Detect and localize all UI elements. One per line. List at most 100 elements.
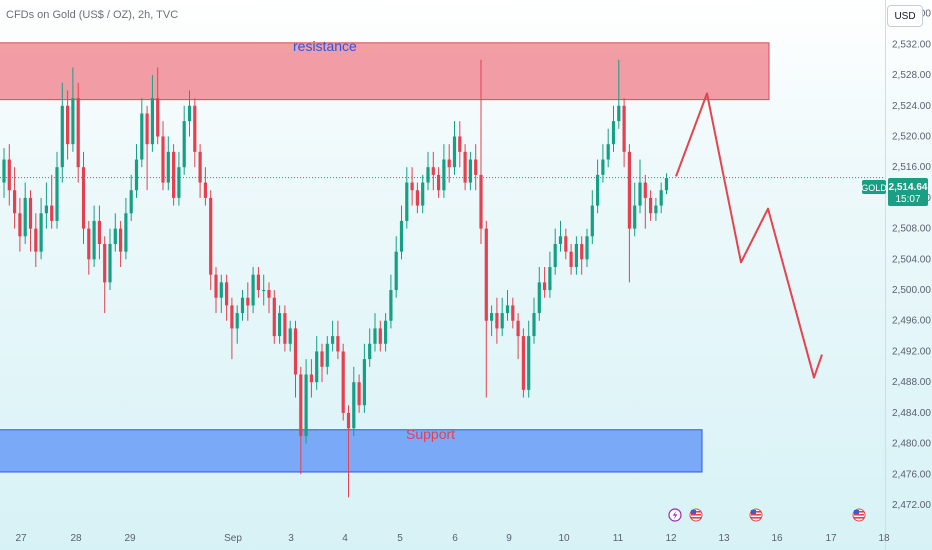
candle-body[interactable] — [580, 243, 584, 260]
candle-body[interactable] — [553, 243, 557, 267]
candle-body[interactable] — [399, 220, 404, 252]
candle-body[interactable] — [66, 105, 70, 145]
candle-body[interactable] — [627, 151, 631, 229]
candle-body[interactable] — [458, 136, 462, 152]
candle-body[interactable] — [235, 313, 239, 329]
candle-body[interactable] — [315, 351, 319, 383]
candle-body[interactable] — [187, 105, 192, 122]
candle-body[interactable] — [39, 213, 43, 252]
candle-body[interactable] — [474, 159, 478, 175]
candle-body[interactable] — [156, 98, 160, 137]
candle-body[interactable] — [262, 290, 266, 292]
candle-body[interactable] — [119, 228, 123, 252]
candle-body[interactable] — [633, 205, 637, 229]
candle-body[interactable] — [50, 205, 54, 221]
candle-body[interactable] — [394, 251, 398, 291]
us-flag-event-icon[interactable] — [852, 508, 866, 522]
candle-body[interactable] — [346, 412, 351, 429]
us-flag-event-icon[interactable] — [749, 508, 763, 522]
support-zone[interactable] — [0, 429, 703, 473]
candle-body[interactable] — [177, 167, 181, 198]
candle-body[interactable] — [219, 282, 223, 298]
candle-body[interactable] — [373, 328, 377, 344]
candle-body[interactable] — [606, 144, 610, 160]
candle-body[interactable] — [368, 343, 372, 360]
candle-body[interactable] — [558, 236, 563, 244]
candle-body[interactable] — [421, 182, 425, 206]
candle-body[interactable] — [574, 243, 578, 267]
candle-body[interactable] — [649, 197, 653, 214]
candle-body[interactable] — [87, 228, 91, 260]
candle-body[interactable] — [108, 243, 112, 283]
candle-body[interactable] — [134, 159, 139, 191]
candle-body[interactable] — [23, 197, 27, 237]
candle-body[interactable] — [410, 182, 414, 191]
candle-body[interactable] — [585, 236, 589, 260]
candle-body[interactable] — [166, 151, 170, 183]
candle-body[interactable] — [161, 136, 165, 183]
candle-body[interactable] — [214, 274, 218, 298]
candle-body[interactable] — [357, 382, 361, 406]
candle-body[interactable] — [203, 182, 207, 198]
candle-body[interactable] — [664, 177, 669, 191]
candle-body[interactable] — [240, 297, 245, 314]
candle-body[interactable] — [336, 336, 340, 352]
candle-body[interactable] — [426, 167, 430, 183]
candle-body[interactable] — [28, 197, 33, 229]
candle-body[interactable] — [13, 190, 17, 214]
currency-button[interactable]: USD — [887, 5, 923, 27]
candle-body[interactable] — [2, 159, 6, 183]
candle-body[interactable] — [384, 320, 388, 344]
candle-body[interactable] — [537, 282, 541, 314]
candle-body[interactable] — [569, 251, 573, 267]
candle-body[interactable] — [654, 205, 658, 214]
candle-body[interactable] — [256, 274, 260, 291]
candle-body[interactable] — [521, 336, 525, 390]
candle-body[interactable] — [415, 190, 419, 206]
candle-body[interactable] — [490, 313, 494, 321]
candle-body[interactable] — [325, 343, 329, 367]
candle-body[interactable] — [341, 351, 345, 413]
candle-body[interactable] — [543, 282, 547, 291]
candle-body[interactable] — [431, 167, 435, 175]
candle-body[interactable] — [511, 305, 515, 321]
candle-body[interactable] — [230, 305, 234, 329]
candle-body[interactable] — [81, 167, 86, 229]
candle-body[interactable] — [437, 174, 441, 191]
candle-body[interactable] — [76, 98, 80, 168]
candle-body[interactable] — [622, 105, 626, 152]
candle-body[interactable] — [283, 313, 287, 344]
candle-body[interactable] — [659, 190, 663, 206]
candle-body[interactable] — [378, 328, 382, 344]
candle-body[interactable] — [34, 228, 38, 252]
candle-body[interactable] — [251, 274, 255, 306]
candle-body[interactable] — [442, 159, 446, 191]
candle-body[interactable] — [278, 313, 282, 337]
candle-body[interactable] — [193, 105, 197, 152]
candle-body[interactable] — [362, 359, 366, 406]
candle-body[interactable] — [145, 113, 149, 145]
candle-body[interactable] — [617, 105, 621, 122]
candle-body[interactable] — [527, 336, 531, 390]
candle-body[interactable] — [596, 174, 600, 206]
candle-body[interactable] — [97, 220, 101, 244]
candle-body[interactable] — [479, 174, 483, 229]
candle-body[interactable] — [7, 159, 11, 191]
candle-body[interactable] — [55, 167, 59, 221]
projection-path[interactable] — [675, 92, 823, 379]
candle-body[interactable] — [452, 136, 457, 168]
candle-body[interactable] — [288, 328, 292, 344]
candle-body[interactable] — [140, 113, 144, 160]
candle-body[interactable] — [532, 313, 536, 337]
candle-body[interactable] — [564, 236, 568, 252]
candle-body[interactable] — [299, 374, 303, 436]
candle-body[interactable] — [389, 290, 393, 321]
candle-body[interactable] — [548, 267, 552, 291]
candle-body[interactable] — [468, 159, 472, 183]
candle-body[interactable] — [293, 328, 298, 375]
candle-body[interactable] — [60, 105, 64, 168]
candle-body[interactable] — [352, 382, 356, 429]
lightning-event-icon[interactable] — [668, 508, 682, 522]
candle-body[interactable] — [71, 98, 75, 145]
